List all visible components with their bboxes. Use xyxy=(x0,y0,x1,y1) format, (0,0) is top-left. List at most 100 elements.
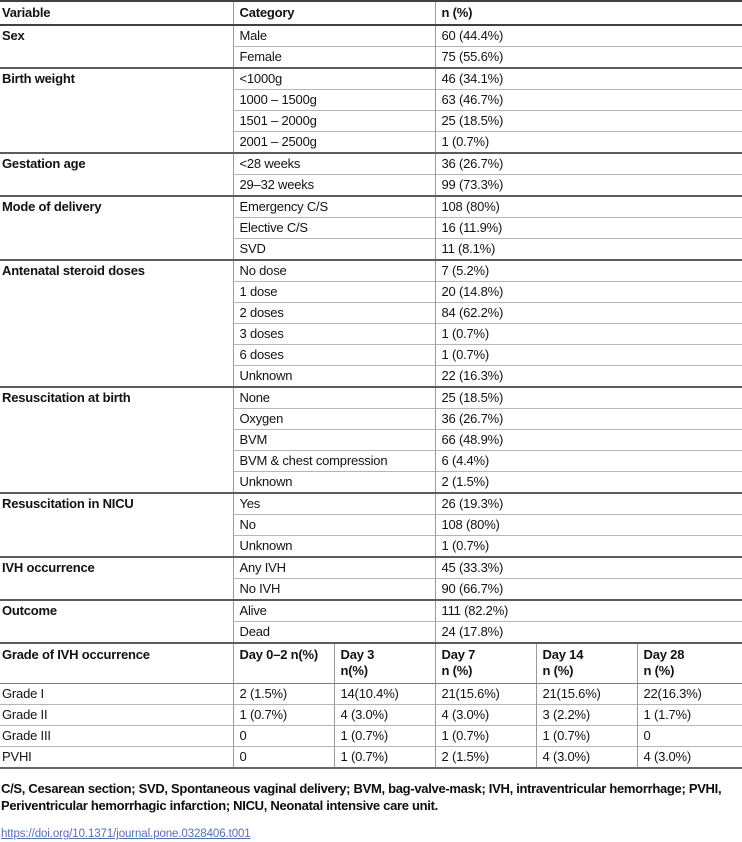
category-cell: None xyxy=(232,386,435,409)
category-cell: <1000g xyxy=(232,67,435,90)
day-label: Day 0–2 n(%) xyxy=(239,647,319,662)
n-percent-cell: 111 (82.2%) xyxy=(434,599,742,622)
grade-value-cell: 21(15.6%) xyxy=(535,683,637,705)
category-cell: Unknown xyxy=(232,471,435,493)
grade-value-cell: 4 (3.0%) xyxy=(535,746,637,769)
n-label: n (%) xyxy=(643,663,675,678)
grade-row: PVHI 0 1 (0.7%) 2 (1.5%) 4 (3.0%) 4 (3.0… xyxy=(0,746,742,769)
n-percent-cell: 84 (62.2%) xyxy=(434,302,742,324)
table-row: Dead 24 (17.8%) xyxy=(0,621,742,643)
grade-value-cell: 21(15.6%) xyxy=(434,683,536,705)
category-cell: 1000 – 1500g xyxy=(232,89,435,111)
grade-value-cell: 1 (1.7%) xyxy=(636,704,742,726)
category-cell: 1501 – 2000g xyxy=(232,110,435,132)
n-percent-cell: 2 (1.5%) xyxy=(434,471,742,493)
category-cell: 29–32 weeks xyxy=(232,174,435,196)
table-row: Female 75 (55.6%) xyxy=(0,46,742,68)
n-percent-cell: 20 (14.8%) xyxy=(434,281,742,303)
category-cell: No xyxy=(232,514,435,536)
grade-value-cell: 4 (3.0%) xyxy=(636,746,742,769)
table-row: Antenatal steroid doses No dose 7 (5.2%) xyxy=(0,259,742,387)
category-cell: 1 dose xyxy=(232,281,435,303)
n-label: n (%) xyxy=(542,663,574,678)
n-percent-cell: 7 (5.2%) xyxy=(434,259,742,282)
n-percent-cell: 75 (55.6%) xyxy=(434,46,742,68)
grade-value-cell: 0 xyxy=(636,725,742,747)
day-label: Day 28 xyxy=(643,647,685,662)
grade-value-cell: 0 xyxy=(232,725,334,747)
table-row: SVD 11 (8.1%) xyxy=(0,238,742,260)
grade-header-row: Grade of IVH occurrence Day 0–2 n(%) Day… xyxy=(0,642,742,684)
category-cell: Emergency C/S xyxy=(232,195,435,218)
day-column-header: Day 7 n (%) xyxy=(434,642,536,684)
grade-section-label: Grade of IVH occurrence xyxy=(0,642,233,684)
n-percent-cell: 99 (73.3%) xyxy=(434,174,742,196)
table-row: No IVH 90 (66.7%) xyxy=(0,578,742,600)
doi-link[interactable]: https://doi.org/10.1371/journal.pone.032… xyxy=(1,828,251,840)
n-percent-cell: 25 (18.5%) xyxy=(434,110,742,132)
abbreviations-footnote: C/S, Cesarean section; SVD, Spontaneous … xyxy=(1,781,722,813)
table-row: 1501 – 2000g 25 (18.5%) xyxy=(0,110,742,132)
n-percent-cell: 25 (18.5%) xyxy=(434,386,742,409)
category-cell: Any IVH xyxy=(232,556,435,579)
variable-cell: Mode of delivery xyxy=(0,195,233,260)
grade-value-cell: 1 (0.7%) xyxy=(333,746,435,769)
table-row: Resuscitation at birth None 25 (18.5%) xyxy=(0,386,742,493)
column-header-variable: Variable xyxy=(0,1,233,26)
n-label: n (%) xyxy=(441,663,473,678)
category-cell: 2001 – 2500g xyxy=(232,131,435,153)
n-percent-cell: 22 (16.3%) xyxy=(434,365,742,387)
grade-value-cell: 14(10.4%) xyxy=(333,683,435,705)
variable-cell: Birth weight xyxy=(0,67,233,153)
category-cell: No IVH xyxy=(232,578,435,600)
table-row: Sex Male 60 (44.4%) xyxy=(0,24,742,68)
category-cell: Yes xyxy=(232,492,435,515)
table-row: BVM & chest compression 6 (4.4%) xyxy=(0,450,742,472)
grade-value-cell: 4 (3.0%) xyxy=(333,704,435,726)
category-cell: SVD xyxy=(232,238,435,260)
grade-value-cell: 2 (1.5%) xyxy=(434,746,536,769)
n-percent-cell: 1 (0.7%) xyxy=(434,131,742,153)
day-column-header: Day 3 n(%) xyxy=(333,642,435,684)
grade-value-cell: 1 (0.7%) xyxy=(232,704,334,726)
grade-value-cell: 0 xyxy=(232,746,334,769)
variable-cell: Antenatal steroid doses xyxy=(0,259,233,387)
table-row: Birth weight <1000g 46 (34.1%) xyxy=(0,67,742,153)
grade-value-cell: 4 (3.0%) xyxy=(434,704,536,726)
n-percent-cell: 36 (26.7%) xyxy=(434,408,742,430)
column-header-category: Category xyxy=(232,1,435,26)
category-cell: <28 weeks xyxy=(232,152,435,175)
table-header-row: Variable Category n (%) xyxy=(0,1,742,26)
day-label: Day 3 xyxy=(340,647,375,662)
category-cell: Elective C/S xyxy=(232,217,435,239)
n-percent-cell: 108 (80%) xyxy=(434,195,742,218)
table-row: Resuscitation in NICU Yes 26 (19.3%) xyxy=(0,492,742,557)
grade-value-cell: 22(16.3%) xyxy=(636,683,742,705)
category-cell: Unknown xyxy=(232,535,435,557)
day-label: Day 14 xyxy=(542,647,584,662)
category-cell: Dead xyxy=(232,621,435,643)
grade-row-label: Grade II xyxy=(0,704,233,726)
n-percent-cell: 46 (34.1%) xyxy=(434,67,742,90)
table-row: 1000 – 1500g 63 (46.7%) xyxy=(0,89,742,111)
column-header-n-percent: n (%) xyxy=(434,1,742,26)
category-cell: Female xyxy=(232,46,435,68)
category-cell: Oxygen xyxy=(232,408,435,430)
n-percent-cell: 108 (80%) xyxy=(434,514,742,536)
variable-cell: Outcome xyxy=(0,599,233,643)
table-row: Unknown 2 (1.5%) xyxy=(0,471,742,493)
category-cell: 3 doses xyxy=(232,323,435,345)
grade-row-label: Grade I xyxy=(0,683,233,705)
variable-cell: Gestation age xyxy=(0,152,233,196)
category-cell: No dose xyxy=(232,259,435,282)
n-percent-cell: 90 (66.7%) xyxy=(434,578,742,600)
grade-value-cell: 3 (2.2%) xyxy=(535,704,637,726)
table-row: 1 dose 20 (14.8%) xyxy=(0,281,742,303)
grade-value-cell: 1 (0.7%) xyxy=(333,725,435,747)
grade-row: Grade II 1 (0.7%) 4 (3.0%) 4 (3.0%) 3 (2… xyxy=(0,704,742,726)
category-cell: Male xyxy=(232,24,435,47)
category-cell: Unknown xyxy=(232,365,435,387)
table-row: 2001 – 2500g 1 (0.7%) xyxy=(0,131,742,153)
n-percent-cell: 11 (8.1%) xyxy=(434,238,742,260)
